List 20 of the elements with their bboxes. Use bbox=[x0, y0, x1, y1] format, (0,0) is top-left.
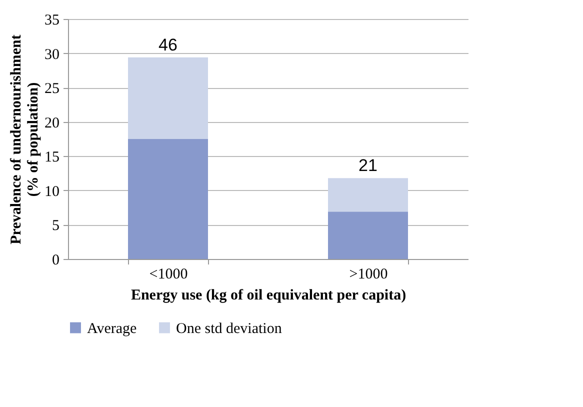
y-tick-label: 30 bbox=[44, 46, 60, 63]
bar bbox=[328, 178, 408, 212]
bar bbox=[128, 57, 208, 139]
x-axis-title: Energy use (kg of oil equivalent per capita) bbox=[130, 288, 406, 304]
bar bbox=[328, 212, 408, 259]
legend-label: Average bbox=[87, 320, 138, 337]
y-tick-label: 25 bbox=[44, 81, 60, 98]
y-tick-label: 10 bbox=[44, 184, 60, 200]
bar bbox=[128, 139, 208, 259]
y-axis-title: Prevalence of undernourishment (% of population) bbox=[8, 34, 42, 244]
annotation: 21 bbox=[358, 156, 378, 176]
y-tick-label: 35 bbox=[44, 12, 60, 28]
y-tick-label: 20 bbox=[44, 115, 60, 132]
y-tick-label: 15 bbox=[44, 150, 60, 166]
x-tick-label: <1000 bbox=[149, 266, 188, 282]
y-tick-label: 5 bbox=[52, 218, 60, 234]
y-tick-label: 0 bbox=[52, 252, 60, 268]
annotation: 46 bbox=[158, 35, 178, 54]
x-tick-label: >1000 bbox=[349, 266, 388, 282]
legend-label: One std deviation bbox=[176, 320, 282, 337]
